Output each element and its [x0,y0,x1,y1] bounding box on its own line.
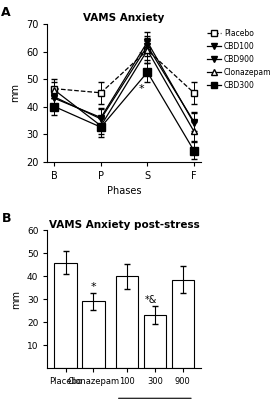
Y-axis label: mm: mm [11,290,21,309]
X-axis label: Phases: Phases [107,186,141,196]
Text: *&: *& [145,295,157,305]
Text: *: * [91,282,96,292]
Text: *: * [139,84,145,94]
Bar [144,315,166,368]
Bar [172,280,194,368]
Text: A: A [1,6,11,19]
Bar [54,262,77,368]
Title: VAMS Anxiety post-stress: VAMS Anxiety post-stress [49,220,199,230]
Title: VAMS Anxiety: VAMS Anxiety [83,13,165,23]
Text: *: * [139,51,145,61]
Bar [82,302,105,368]
Bar [116,276,138,368]
Text: B: B [1,212,11,225]
Y-axis label: mm: mm [11,83,20,102]
Legend: Placebo, CBD100, CBD900, Clonazepam, CBD300: Placebo, CBD100, CBD900, Clonazepam, CBD… [206,28,272,91]
